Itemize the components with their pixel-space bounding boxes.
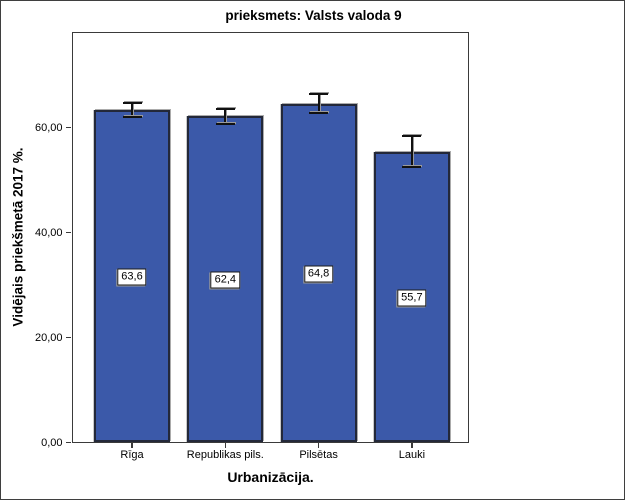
bar-value-label-pilsetas: 64,8	[303, 265, 334, 283]
y-axis-tick	[65, 126, 71, 129]
error-bar-cap-bottom	[309, 112, 329, 115]
error-bar-cap-top	[215, 107, 235, 110]
x-axis-tick	[224, 442, 227, 448]
x-category-label-pilsetas: Pilsētas	[299, 449, 338, 461]
error-bar-cap-bottom	[215, 123, 235, 126]
y-axis-tick	[65, 231, 71, 234]
error-bar-riga	[131, 103, 133, 117]
error-bar-lauki	[410, 135, 413, 168]
error-bar-cap-top	[122, 102, 142, 105]
x-axis-title: Urbanizācija.	[227, 469, 314, 485]
y-tick-label: 20,00	[34, 331, 63, 344]
bar-value-label-riga: 63,6	[117, 268, 147, 286]
x-axis-tick	[317, 442, 320, 448]
error-bar-cap-top	[402, 134, 422, 137]
y-tick-label: 0,00	[41, 436, 63, 449]
x-axis-tick	[131, 442, 133, 448]
x-category-label-republikas-pils: Republikas pils.	[186, 449, 264, 461]
y-axis-tick	[65, 441, 71, 443]
chart-title: prieksmets: Valsts valoda 9	[225, 8, 402, 23]
x-axis-tick	[411, 442, 413, 448]
x-category-label-lauki: Lauki	[398, 449, 426, 461]
y-tick-label: 60,00	[34, 121, 63, 134]
bar-value-label-lauki: 55,7	[397, 289, 427, 307]
plot-area: 0,00 20,00 40,00 60,00 63,6 Rīga 62,4 Republika…	[35, 32, 469, 461]
x-category-label-riga: Rīga	[120, 449, 144, 461]
y-tick-label: 40,00	[34, 226, 63, 239]
error-bar-cap-top	[309, 93, 329, 96]
bar-value-label-republikas-pils: 62,4	[210, 271, 241, 289]
error-bar-cap-bottom	[122, 115, 142, 118]
error-bar-republikas-pils	[224, 108, 227, 125]
y-axis-tick	[65, 336, 71, 339]
error-bar-cap-bottom	[402, 166, 422, 169]
error-bar-pilsetas	[317, 94, 320, 114]
